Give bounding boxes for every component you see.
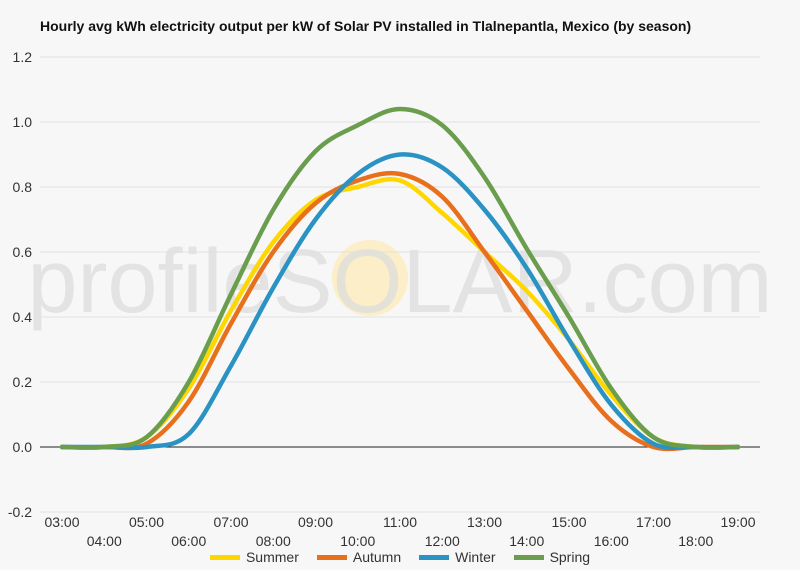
x-tick-label: 10:00: [340, 533, 375, 549]
legend-label: Autumn: [352, 549, 402, 565]
gridlines: [40, 56, 760, 513]
y-tick-label: 0.4: [13, 309, 33, 325]
y-tick-label: 1.0: [13, 114, 33, 130]
series-line-spring: [59, 106, 741, 450]
y-tick-label: 0.6: [13, 244, 33, 260]
watermark-text: profileSOLAR.com: [27, 232, 772, 332]
legend: Summer Autumn Winter Spring: [0, 549, 800, 565]
x-tick-label: 11:00: [383, 514, 417, 530]
y-tick-label: 1.2: [13, 49, 33, 65]
legend-label: Summer: [245, 549, 299, 565]
x-tick-label: 07:00: [213, 514, 248, 530]
x-tick-label: 18:00: [678, 533, 713, 549]
x-tick-label: 15:00: [551, 514, 586, 530]
x-tick-label: 13:00: [467, 514, 502, 530]
chart-title: Hourly avg kWh electricity output per kW…: [40, 18, 692, 34]
legend-swatch: [209, 554, 240, 560]
y-tick-label: -0.2: [8, 504, 32, 520]
legend-label: Spring: [549, 549, 591, 565]
x-tick-label: 03:00: [44, 514, 79, 530]
legend-item-autumn: Autumn: [316, 549, 402, 565]
legend-item-spring: Spring: [513, 549, 591, 565]
watermark-sun: [332, 240, 408, 316]
legend-swatch: [419, 554, 450, 560]
series-line-winter: [59, 152, 741, 451]
x-tick-label: 17:00: [636, 514, 671, 530]
x-tick-label: 14:00: [509, 533, 544, 549]
legend-swatch: [316, 554, 347, 560]
y-tick-label: 0.0: [13, 439, 33, 455]
x-tick-label: 04:00: [87, 533, 122, 549]
series-lines: [59, 106, 741, 452]
axes: -0.2 0.0 0.2 0.4 0.6 0.8 1.0 1.2 03:00 04:00 05:00…: [8, 49, 760, 549]
x-tick-label: 19:00: [720, 514, 755, 530]
series-line-summer: [59, 176, 741, 450]
legend-item-summer: Summer: [209, 549, 299, 565]
x-tick-label: 16:00: [594, 533, 629, 549]
x-tick-label: 06:00: [171, 533, 206, 549]
x-tick-label: 12:00: [425, 533, 460, 549]
legend-swatch: [513, 554, 544, 560]
series-line-autumn: [59, 170, 741, 452]
legend-label: Winter: [455, 549, 496, 565]
x-tick-label: 08:00: [256, 533, 291, 549]
watermark: profileSOLAR.com: [27, 232, 772, 332]
y-tick-label: 0.2: [13, 374, 33, 390]
legend-item-winter: Winter: [419, 549, 496, 565]
x-tick-label: 05:00: [129, 514, 164, 530]
y-tick-label: 0.8: [13, 179, 33, 195]
x-tick-label: 09:00: [298, 514, 333, 530]
